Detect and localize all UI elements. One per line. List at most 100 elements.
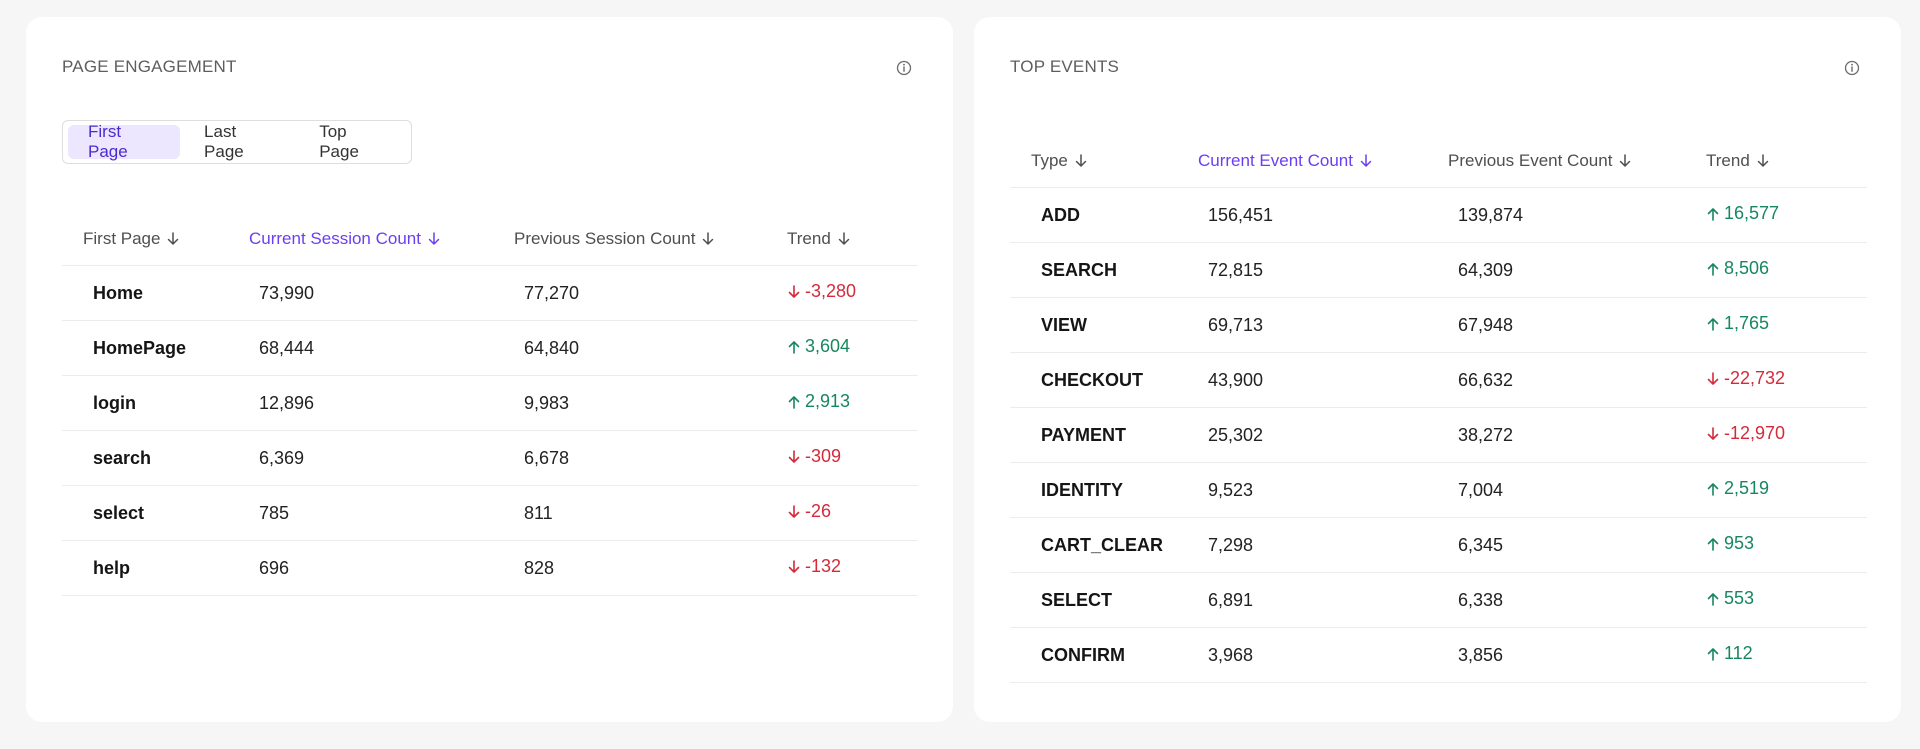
row-trend-cell: 553 xyxy=(1706,572,1867,628)
column-header-current-event-count[interactable]: Current Event Count xyxy=(1198,135,1448,188)
table-row[interactable]: search 6,369 6,678 -309 xyxy=(62,430,918,486)
trend-value: 112 xyxy=(1706,643,1753,664)
row-trend-cell: 2,913 xyxy=(787,375,918,431)
arrow-up-icon xyxy=(788,340,800,354)
page-engagement-rows: Home 73,990 77,270 -3,280 HomePage 68,444 64,8… xyxy=(62,265,918,596)
column-header-first-page[interactable]: First Page xyxy=(62,213,249,266)
trend-text: 112 xyxy=(1724,643,1753,664)
table-row[interactable]: select 785 811 -26 xyxy=(62,485,918,541)
trend-value: -22,732 xyxy=(1706,368,1785,389)
row-trend-cell: 953 xyxy=(1706,517,1867,573)
info-circle-icon[interactable] xyxy=(895,59,913,77)
row-name: CART_CLEAR xyxy=(1010,517,1198,573)
trend-value: -3,280 xyxy=(787,281,856,302)
column-header-type[interactable]: Type xyxy=(1010,135,1198,188)
column-header-current-session-count[interactable]: Current Session Count xyxy=(249,213,514,266)
top-events-title: TOP EVENTS xyxy=(1010,57,1120,76)
row-previous-count: 9,983 xyxy=(514,375,787,431)
trend-text: 1,765 xyxy=(1724,313,1770,334)
trend-value: 3,604 xyxy=(787,336,850,357)
arrow-up-icon xyxy=(1707,482,1719,496)
row-name: help xyxy=(62,540,249,596)
row-name: select xyxy=(62,485,249,541)
row-previous-count: 64,309 xyxy=(1448,242,1706,298)
row-trend-cell: 112 xyxy=(1706,627,1867,683)
tab-top-page[interactable]: Top Page xyxy=(319,122,359,161)
row-current-count: 25,302 xyxy=(1198,407,1448,463)
table-row[interactable]: CONFIRM 3,968 3,856 112 xyxy=(1010,627,1867,683)
arrow-down-icon xyxy=(1360,154,1372,167)
row-trend-cell: -309 xyxy=(787,430,918,486)
row-name: Home xyxy=(62,265,249,321)
arrow-down-icon xyxy=(1707,426,1719,440)
trend-value: 1,765 xyxy=(1706,313,1769,334)
arrow-down-icon xyxy=(703,232,714,245)
arrow-up-icon xyxy=(788,395,800,409)
row-trend-cell: 3,604 xyxy=(787,320,918,376)
table-row[interactable]: SELECT 6,891 6,338 553 xyxy=(1010,572,1867,628)
column-header-previous-session-count[interactable]: Previous Session Count xyxy=(514,213,787,266)
column-header-previous-event-count[interactable]: Previous Event Count xyxy=(1448,135,1706,188)
table-row[interactable]: CART_CLEAR 7,298 6,345 953 xyxy=(1010,517,1867,573)
column-header-label: First Page xyxy=(83,229,161,248)
table-row[interactable]: PAYMENT 25,302 38,272 -12,970 xyxy=(1010,407,1867,463)
column-header-label: Type xyxy=(1031,151,1068,170)
table-row[interactable]: help 696 828 -132 xyxy=(62,540,918,596)
row-trend-cell: -132 xyxy=(787,540,918,596)
tab-first-page[interactable]: First Page xyxy=(68,122,181,161)
table-row[interactable]: CHECKOUT 43,900 66,632 -22,732 xyxy=(1010,352,1867,408)
trend-value: -132 xyxy=(787,556,841,577)
row-current-count: 68,444 xyxy=(249,320,514,376)
row-previous-count: 828 xyxy=(514,540,787,596)
top-events-card: TOP EVENTS Type Current Event Count Prev… xyxy=(974,17,1901,722)
arrow-down-icon xyxy=(428,232,440,245)
table-row[interactable]: HomePage 68,444 64,840 3,604 xyxy=(62,320,918,376)
trend-text: -309 xyxy=(805,446,842,467)
row-current-count: 9,523 xyxy=(1198,462,1448,518)
arrow-up-icon xyxy=(1707,592,1719,606)
trend-text: 953 xyxy=(1724,533,1755,554)
row-previous-count: 6,345 xyxy=(1448,517,1706,573)
row-previous-count: 77,270 xyxy=(514,265,787,321)
info-circle-icon[interactable] xyxy=(1843,59,1861,77)
table-row[interactable]: ADD 156,451 139,874 16,577 xyxy=(1010,187,1867,243)
column-header-label: Previous Event Count xyxy=(1448,151,1613,170)
trend-value: -26 xyxy=(787,501,831,522)
trend-value: 16,577 xyxy=(1706,203,1779,224)
trend-text: -3,280 xyxy=(805,281,857,302)
row-trend-cell: -3,280 xyxy=(787,265,918,321)
tab-last-page[interactable]: Last Page xyxy=(204,122,244,161)
row-current-count: 6,891 xyxy=(1198,572,1448,628)
row-name: HomePage xyxy=(62,320,249,376)
trend-value: -309 xyxy=(787,446,841,467)
row-current-count: 6,369 xyxy=(249,430,514,486)
column-header-trend[interactable]: Trend xyxy=(787,213,918,266)
trend-text: 2,913 xyxy=(805,391,851,412)
row-previous-count: 66,632 xyxy=(1448,352,1706,408)
arrow-down-icon xyxy=(1757,154,1769,167)
table-row[interactable]: SEARCH 72,815 64,309 8,506 xyxy=(1010,242,1867,298)
table-row[interactable]: Home 73,990 77,270 -3,280 xyxy=(62,265,918,321)
table-row[interactable]: VIEW 69,713 67,948 1,765 xyxy=(1010,297,1867,353)
trend-value: -12,970 xyxy=(1706,423,1785,444)
row-trend-cell: 1,765 xyxy=(1706,297,1867,353)
row-name: CONFIRM xyxy=(1010,627,1198,683)
table-row[interactable]: login 12,896 9,983 2,913 xyxy=(62,375,918,431)
row-current-count: 12,896 xyxy=(249,375,514,431)
row-current-count: 785 xyxy=(249,485,514,541)
row-current-count: 7,298 xyxy=(1198,517,1448,573)
row-name: PAYMENT xyxy=(1010,407,1198,463)
trend-text: -26 xyxy=(805,501,832,522)
table-row[interactable]: IDENTITY 9,523 7,004 2,519 xyxy=(1010,462,1867,518)
column-header-trend[interactable]: Trend xyxy=(1706,135,1867,188)
row-name: IDENTITY xyxy=(1010,462,1198,518)
trend-text: 8,506 xyxy=(1724,258,1770,279)
row-current-count: 3,968 xyxy=(1198,627,1448,683)
arrow-up-icon xyxy=(1707,262,1719,276)
row-name: ADD xyxy=(1010,187,1198,243)
trend-value: 8,506 xyxy=(1706,258,1769,279)
trend-value: 2,519 xyxy=(1706,478,1769,499)
arrow-down-icon xyxy=(788,559,800,573)
row-previous-count: 64,840 xyxy=(514,320,787,376)
row-trend-cell: 8,506 xyxy=(1706,242,1867,298)
